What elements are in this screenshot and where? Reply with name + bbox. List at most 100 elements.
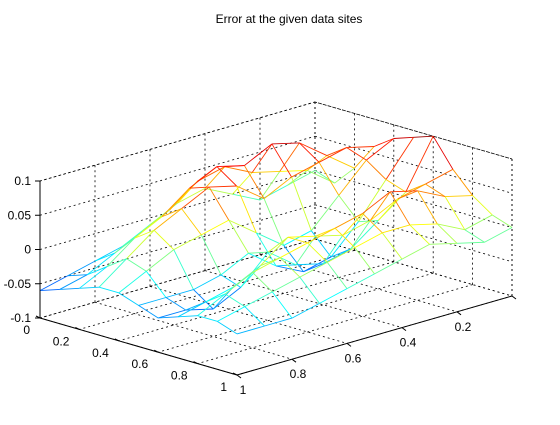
mesh-segment bbox=[138, 297, 167, 306]
mesh-segment bbox=[393, 136, 414, 139]
y-tick-label: 0.4 bbox=[400, 336, 417, 350]
grid-lines bbox=[39, 101, 513, 376]
z-tick-label: -0.1 bbox=[10, 311, 31, 325]
mesh-segment bbox=[220, 252, 249, 276]
mesh-segment bbox=[342, 220, 371, 236]
mesh-segment bbox=[287, 236, 308, 244]
mesh-segment bbox=[362, 213, 383, 234]
x-tick-label: 0.8 bbox=[171, 369, 188, 383]
mesh-segment bbox=[177, 315, 198, 318]
mesh-segment bbox=[350, 220, 379, 250]
mesh-segment bbox=[346, 146, 375, 148]
backwall-gridline-z bbox=[39, 204, 316, 285]
mesh-segment bbox=[177, 188, 206, 204]
mesh-segment bbox=[118, 270, 147, 294]
mesh-segment bbox=[409, 224, 430, 245]
y-tick-mark bbox=[236, 374, 242, 379]
mesh-segment bbox=[240, 251, 269, 288]
mesh-segment bbox=[275, 264, 296, 267]
mesh-segment bbox=[98, 258, 127, 288]
x-tick-mark bbox=[75, 326, 80, 330]
mesh-segment bbox=[405, 136, 434, 193]
mesh-segment bbox=[189, 166, 218, 189]
mesh-segment bbox=[161, 187, 190, 217]
mesh-segment bbox=[326, 155, 355, 169]
mesh-segment bbox=[385, 179, 406, 193]
mesh-segment bbox=[464, 229, 485, 243]
mesh-segment bbox=[287, 170, 308, 186]
mesh-segment bbox=[165, 297, 186, 311]
mesh-segment bbox=[181, 186, 210, 210]
backwall-gridline-z bbox=[314, 238, 513, 297]
mesh-segment bbox=[425, 183, 446, 197]
mesh-segment bbox=[158, 316, 178, 319]
mesh-segment bbox=[362, 191, 391, 214]
mesh-segment bbox=[279, 169, 308, 172]
mesh-segment bbox=[138, 305, 159, 319]
y-tick-label: 1 bbox=[240, 383, 247, 397]
mesh-segment bbox=[244, 143, 273, 166]
mesh-segment bbox=[346, 273, 375, 289]
y-tick-label: 0.6 bbox=[345, 351, 362, 365]
mesh-segment bbox=[251, 143, 273, 173]
mesh-segment bbox=[346, 147, 367, 161]
mesh-segment bbox=[193, 274, 222, 290]
x-tick-mark bbox=[153, 349, 159, 353]
mesh-segment bbox=[307, 227, 336, 244]
x-tick-mark bbox=[114, 338, 120, 342]
mesh-segment bbox=[94, 245, 123, 262]
mesh-segment bbox=[417, 190, 446, 198]
mesh-segment bbox=[381, 232, 403, 260]
z-tick-label: 0.1 bbox=[14, 174, 31, 188]
mesh-segment bbox=[326, 262, 348, 289]
mesh-segment bbox=[252, 272, 273, 293]
mesh-segment bbox=[318, 147, 347, 163]
mesh-segment bbox=[307, 242, 328, 263]
mesh-segment bbox=[252, 257, 281, 273]
mesh-segment bbox=[401, 243, 430, 260]
mesh-segment bbox=[484, 227, 513, 243]
mesh-segment bbox=[334, 213, 363, 229]
mesh-segment bbox=[98, 286, 119, 294]
x-tick-mark bbox=[193, 361, 198, 365]
y-tick-mark bbox=[511, 295, 517, 300]
floor-gridline-x bbox=[197, 284, 473, 364]
mesh-segment bbox=[295, 263, 324, 266]
mesh-segment bbox=[283, 230, 312, 246]
mesh-segment bbox=[259, 171, 281, 201]
mesh-segment bbox=[79, 286, 100, 289]
mesh-segment bbox=[224, 293, 246, 307]
floor-gridline-x bbox=[158, 272, 434, 353]
mesh-segment bbox=[216, 166, 237, 187]
mesh-segment bbox=[263, 198, 285, 246]
mesh-segment bbox=[437, 223, 465, 231]
mesh-segment bbox=[299, 261, 328, 278]
mesh-segment bbox=[279, 257, 301, 278]
axis-lines bbox=[39, 181, 513, 376]
mesh-segment bbox=[244, 291, 273, 307]
mesh-segment bbox=[342, 213, 363, 236]
mesh-segment bbox=[236, 185, 257, 233]
mesh-segment bbox=[197, 315, 218, 322]
backwall-gridline-z bbox=[314, 204, 513, 263]
floor-gridline-x bbox=[39, 238, 316, 319]
mesh-segment bbox=[232, 172, 253, 195]
backwall-gridline-z bbox=[314, 170, 513, 228]
mesh-segment bbox=[118, 292, 139, 306]
mesh-segment bbox=[177, 301, 206, 318]
mesh-segment bbox=[244, 165, 265, 199]
mesh-segment bbox=[350, 220, 371, 250]
mesh-segment bbox=[445, 195, 473, 198]
z-tick-label: 0.05 bbox=[8, 208, 32, 222]
mesh-segment bbox=[389, 191, 411, 226]
mesh-segment bbox=[232, 193, 261, 201]
mesh-segment bbox=[299, 142, 320, 163]
mesh-segment bbox=[158, 309, 186, 319]
mesh-segment bbox=[67, 274, 88, 277]
mesh-segment bbox=[299, 276, 320, 304]
mesh-segment bbox=[318, 162, 340, 196]
mesh-segment bbox=[365, 159, 387, 180]
mesh-segment bbox=[310, 195, 340, 231]
mesh-segment bbox=[279, 242, 308, 259]
mesh-segment bbox=[444, 196, 466, 230]
